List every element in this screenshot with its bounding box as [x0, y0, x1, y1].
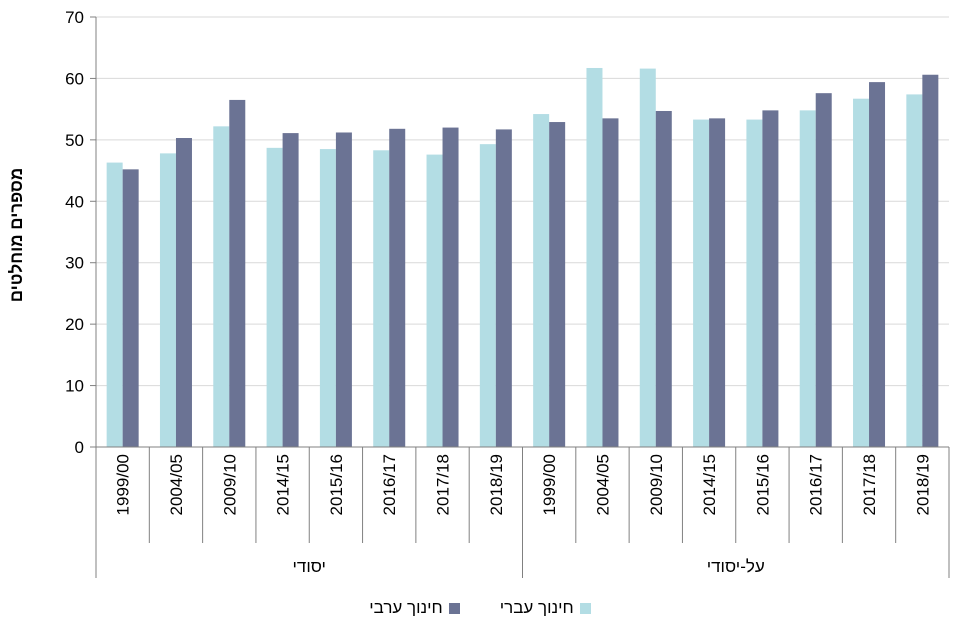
- bars: [106, 67, 939, 448]
- bar: [442, 127, 459, 448]
- group-label: על-יסודי: [707, 557, 765, 576]
- legend-swatch: [448, 602, 460, 614]
- x-tick-labels: 1999/00 2004/05 2009/10 2014/15 2015/16 2016/…: [114, 454, 933, 515]
- x-tick-label: 2015/16: [327, 454, 346, 515]
- y-tick-label: 40: [65, 192, 84, 211]
- bar: [533, 114, 550, 448]
- x-tick-label: 2014/15: [274, 454, 293, 515]
- bar: [586, 67, 603, 447]
- bar: [426, 154, 443, 447]
- y-tick-label: 30: [65, 254, 84, 273]
- y-tick-labels: 0 10 20 30 40 50 60 70: [65, 8, 84, 457]
- bar: [709, 118, 726, 447]
- x-tick-label: 2017/18: [434, 454, 453, 515]
- bar: [335, 132, 352, 447]
- y-tick-label: 10: [65, 377, 84, 396]
- bar: [869, 82, 886, 447]
- x-tick-label: 2017/18: [860, 454, 879, 515]
- bar: [282, 133, 299, 447]
- bar: [799, 110, 816, 447]
- bar: [746, 119, 763, 447]
- x-tick-label: 2018/19: [487, 454, 506, 515]
- x-tick-label: 2004/05: [167, 454, 186, 515]
- bar: [479, 144, 496, 447]
- group-label: יסודי: [293, 557, 326, 576]
- x-tick-label: 2018/19: [913, 454, 932, 515]
- bar: [655, 110, 672, 447]
- x-tick-label: 1999/00: [540, 454, 559, 515]
- bar: [549, 122, 566, 448]
- bar: [602, 118, 619, 447]
- x-tick-label: 2009/10: [220, 454, 239, 515]
- y-tick-label: 20: [65, 315, 84, 334]
- bar: [229, 99, 246, 447]
- y-axis-label: מספרים מוחלטים: [7, 168, 26, 303]
- bar: [175, 138, 192, 447]
- bar: [159, 153, 176, 447]
- legend-label: חינוך עברי: [499, 598, 574, 617]
- legend-label: חינוך ערבי: [369, 598, 443, 617]
- x-tick-label: 2004/05: [593, 454, 612, 515]
- group-labels: יסודי על-יסודי: [293, 557, 765, 576]
- bar: [762, 110, 779, 447]
- legend: חינוך עברי חינוך ערבי: [0, 596, 960, 620]
- legend-item-series-1: חינוך עברי: [500, 598, 591, 618]
- bar: [815, 93, 832, 448]
- legend-item-series-2: חינוך ערבי: [369, 598, 460, 618]
- bar: [922, 74, 939, 447]
- y-tick-label: 60: [65, 69, 84, 88]
- y-tick-label: 50: [65, 131, 84, 150]
- bar: [122, 169, 139, 448]
- bar: [389, 128, 406, 448]
- bar: [693, 119, 710, 447]
- bar: [373, 150, 390, 448]
- bar: [853, 98, 870, 447]
- bar: [106, 162, 123, 448]
- x-tick-label: 2016/17: [807, 454, 826, 515]
- y-tick-label: 70: [65, 8, 84, 27]
- bar: [266, 147, 283, 448]
- bar: [495, 129, 512, 447]
- x-tick-label: 2009/10: [647, 454, 666, 515]
- legend-swatch: [579, 602, 591, 614]
- bar: [213, 126, 230, 447]
- bar: [319, 149, 336, 448]
- x-tick-label: 2016/17: [380, 454, 399, 515]
- x-tick-label: 2015/16: [753, 454, 772, 515]
- axes: [90, 16, 950, 578]
- x-tick-label: 2014/15: [700, 454, 719, 515]
- bar: [906, 94, 923, 448]
- bar: [639, 68, 656, 447]
- y-tick-label: 0: [75, 438, 84, 457]
- x-tick-label: 1999/00: [114, 454, 133, 515]
